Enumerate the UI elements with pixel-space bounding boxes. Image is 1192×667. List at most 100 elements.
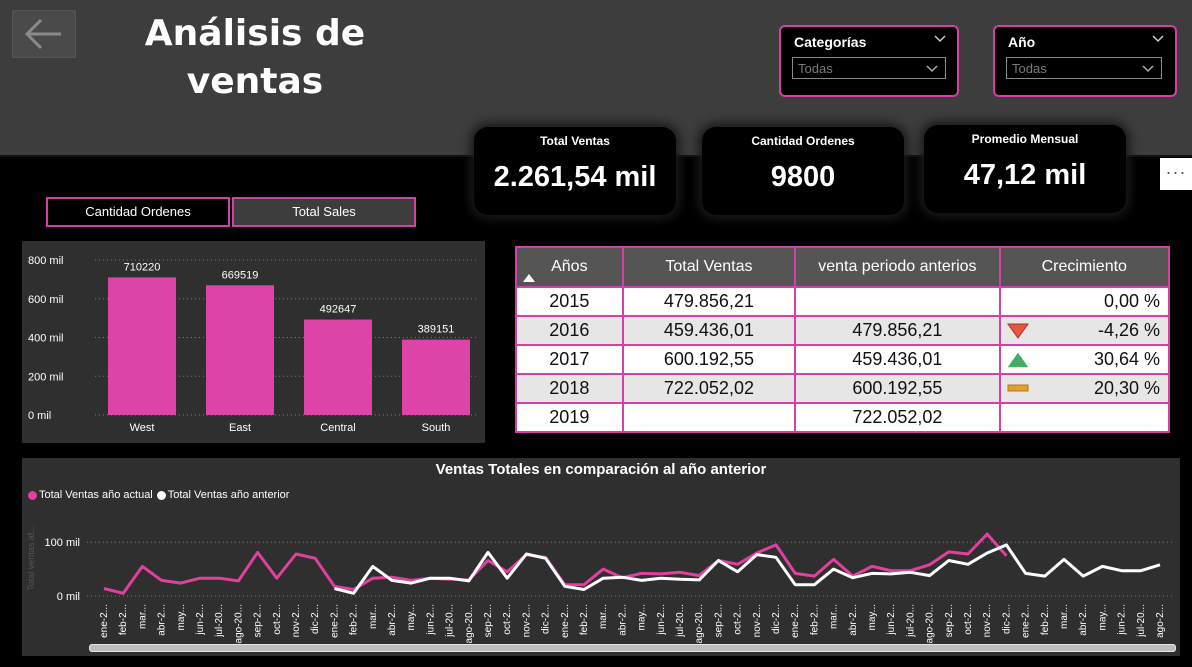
orders-toggle-button[interactable]: Cantidad Ordenes — [46, 197, 230, 227]
page-title-line2: ventas — [186, 61, 324, 102]
table-row: 2017 600.192,55 459.436,01 30,64 % — [515, 344, 1171, 375]
x-tick-label: may... — [1097, 604, 1108, 630]
x-tick-label: ago-20... — [925, 604, 936, 643]
column-header-label: Total Ventas — [665, 258, 753, 275]
series-line[interactable] — [334, 543, 1161, 595]
growth-table-panel: Años Total Ventas venta periodo anterios… — [510, 241, 1177, 442]
x-tick-label: South — [422, 422, 451, 434]
x-tick-label: dic-2... — [541, 604, 552, 634]
cell-value: 479.856,21 — [852, 320, 943, 340]
total-sales-cell: 600.192,55 — [621, 344, 797, 375]
y-tick-label: 800 mil — [28, 255, 63, 267]
sales-toggle-button[interactable]: Total Sales — [232, 197, 416, 227]
y-tick-label: 0 mil — [57, 591, 80, 603]
column-header-growth[interactable]: Crecimiento — [998, 246, 1171, 288]
back-button[interactable] — [12, 10, 76, 58]
year-dropdown-value: Todas — [1012, 61, 1047, 76]
kpi-value: 9800 — [770, 161, 836, 193]
x-tick-label: may... — [867, 604, 878, 630]
x-tick-label: jun-2... — [425, 604, 436, 636]
cell-value: 2017 — [549, 349, 590, 369]
kpi-value: 2.261,54 mil — [493, 161, 657, 193]
column-header-years[interactable]: Años — [515, 246, 624, 288]
y-axis-label: Total ventas af... — [26, 525, 36, 591]
category-slicer[interactable]: Categorías Todas — [779, 25, 959, 97]
legend-item-previous-year[interactable]: Total Ventas año anterior — [156, 489, 289, 501]
column-header-previous-sales[interactable]: venta periodo anterios — [794, 246, 1001, 288]
chevron-down-icon — [926, 65, 938, 73]
series-line[interactable] — [103, 532, 1008, 595]
bar-data-label: 710220 — [124, 261, 161, 273]
bar[interactable] — [206, 285, 274, 415]
bar-data-label: 389151 — [418, 324, 455, 336]
year-dropdown[interactable]: Todas — [1006, 57, 1162, 79]
x-tick-label: oct-2... — [733, 604, 744, 635]
year-cell: 2017 — [515, 344, 624, 375]
cell-value: 479.856,21 — [663, 291, 754, 311]
bar-data-label: 669519 — [222, 269, 259, 281]
horizontal-scrollbar[interactable] — [89, 644, 1176, 652]
cell-value: 2015 — [549, 291, 590, 311]
previous-sales-cell: 459.436,01 — [794, 344, 1001, 375]
column-header-total-sales[interactable]: Total Ventas — [621, 246, 797, 288]
table-header-row: Años Total Ventas venta periodo anterios… — [515, 246, 1171, 288]
x-tick-label: jul-20... — [675, 604, 686, 638]
cell-value: 459.436,01 — [852, 349, 943, 369]
growth-cell — [998, 402, 1171, 433]
x-tick-label: may... — [637, 604, 648, 630]
x-tick-label: abr-2... — [848, 604, 859, 636]
bar[interactable] — [108, 277, 176, 415]
x-tick-label: jul-20... — [1136, 604, 1147, 638]
x-tick-label: ago-20... — [464, 604, 475, 643]
total-sales-cell: 479.856,21 — [621, 286, 797, 317]
x-tick-label: jul-20... — [905, 604, 916, 638]
x-tick-label: abr-2... — [387, 604, 398, 636]
x-tick-label: abr-2... — [617, 604, 628, 636]
chevron-down-icon[interactable] — [933, 31, 947, 45]
growth-cell: 0,00 % — [998, 286, 1171, 317]
x-tick-label: ago-2... — [1155, 604, 1166, 638]
chevron-down-icon[interactable] — [1151, 31, 1165, 45]
x-tick-label: may... — [406, 604, 417, 630]
previous-sales-cell — [794, 286, 1001, 317]
cell-value: 2016 — [549, 320, 590, 340]
y-tick-label: 400 mil — [28, 333, 63, 345]
y-tick-label: 600 mil — [28, 294, 63, 306]
year-slicer[interactable]: Año Todas — [993, 25, 1177, 97]
x-tick-label: nov-2... — [291, 604, 302, 637]
x-tick-label: ago-20... — [233, 604, 244, 643]
bar-chart-svg: 0 mil 200 mil 400 mil 600 mil 800 mil 710220 W… — [28, 255, 477, 434]
page-title: Análisis de ventas — [135, 10, 375, 106]
more-options-button[interactable]: ··· — [1160, 158, 1192, 190]
cell-value: 600.192,55 — [663, 349, 754, 369]
kpi-card-total-sales: Total Ventas 2.261,54 mil — [474, 127, 676, 215]
bar[interactable] — [304, 319, 372, 415]
bar[interactable] — [402, 339, 470, 415]
line-chart-svg: Total ventas af... 0 mil 100 mil ene-2... fe… — [26, 525, 1172, 643]
x-tick-label: dic-2... — [1001, 604, 1012, 634]
x-tick-label: jun-2... — [1117, 604, 1128, 636]
table-row: 2015 479.856,21 0,00 % — [515, 286, 1171, 317]
cell-value: 2018 — [549, 378, 590, 398]
growth-cell: 30,64 % — [998, 344, 1171, 375]
x-tick-label: nov-2... — [752, 604, 763, 637]
year-cell: 2018 — [515, 373, 624, 404]
x-tick-label: ene-2... — [790, 604, 801, 638]
cell-value: 0,00 % — [1103, 291, 1160, 311]
category-slicer-label: Categorías — [794, 34, 867, 50]
column-header-label: Crecimiento — [1041, 258, 1127, 275]
total-sales-cell: 459.436,01 — [621, 315, 797, 346]
region-bar-chart: 0 mil 200 mil 400 mil 600 mil 800 mil 710220 W… — [22, 241, 485, 443]
legend-dot-icon — [156, 490, 166, 500]
year-cell: 2019 — [515, 402, 624, 433]
x-tick-label: dic-2... — [310, 604, 321, 634]
category-dropdown[interactable]: Todas — [792, 57, 946, 79]
chart-legend: Total Ventas año actual Total Ventas año… — [28, 489, 293, 501]
legend-item-current-year[interactable]: Total Ventas año actual — [28, 489, 153, 501]
sort-ascending-icon[interactable] — [523, 274, 535, 282]
x-tick-label: ene-2... — [1021, 604, 1032, 638]
neutral-bar-icon — [1007, 384, 1029, 392]
year-cell: 2016 — [515, 315, 624, 346]
year-slicer-label: Año — [1008, 34, 1036, 50]
x-tick-label: sep-2... — [253, 604, 264, 637]
